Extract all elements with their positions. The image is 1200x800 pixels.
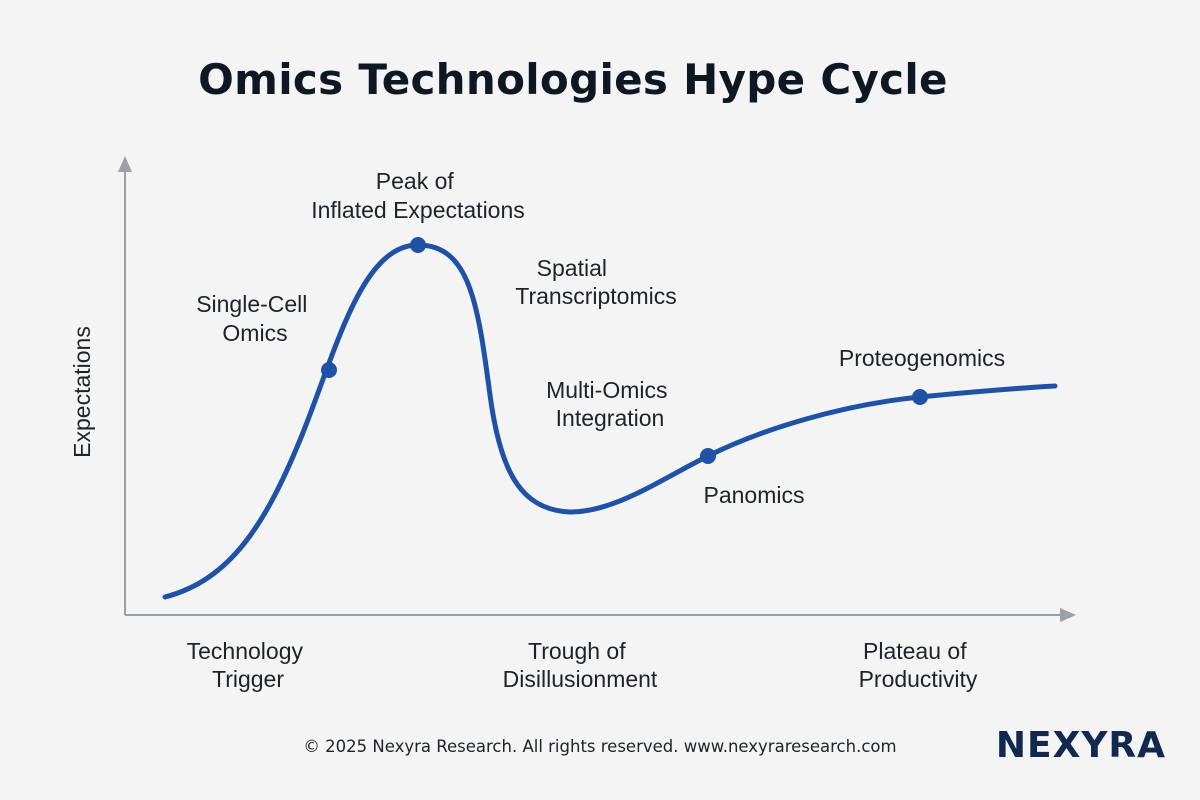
page-title: Omics Technologies Hype Cycle <box>198 55 948 104</box>
nexyra-logo: NEXYRA <box>995 725 1166 766</box>
copyright-footer: © 2025 Nexyra Research. All rights reser… <box>303 737 897 756</box>
phase-label-plateau: Plateau of Productivity <box>859 638 978 692</box>
marker-peak <box>410 237 426 253</box>
marker-single-cell-omics <box>321 362 337 378</box>
tech-label-panomics: Panomics <box>704 482 805 508</box>
marker-panomics <box>700 448 716 464</box>
y-axis-label: Expectations <box>69 326 95 458</box>
hype-curve <box>162 242 1058 600</box>
y-axis-arrow-icon <box>118 156 132 172</box>
tech-label-spatial-transcriptomics: Spatial Transcriptomics <box>515 255 676 309</box>
x-axis-arrow-icon <box>1060 608 1076 622</box>
tech-label-multi-omics-integration: Multi-Omics Integration <box>546 377 674 431</box>
phase-label-trough: Trough of Disillusionment <box>503 638 658 692</box>
phase-label-peak: Peak of Inflated Expectations <box>311 168 525 223</box>
tech-label-proteogenomics: Proteogenomics <box>839 345 1005 371</box>
phase-label-technology-trigger: Technology Trigger <box>187 638 310 692</box>
tech-label-single-cell-omics: Single-Cell Omics <box>196 291 314 346</box>
marker-proteogenomics <box>912 389 928 405</box>
